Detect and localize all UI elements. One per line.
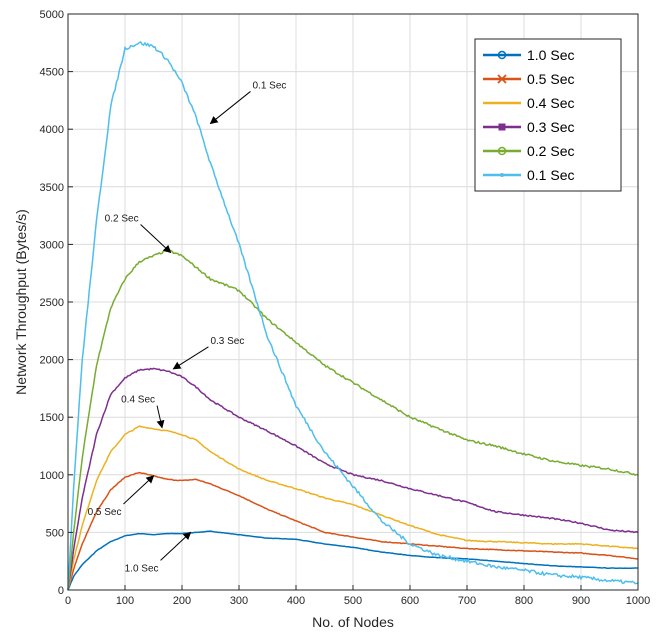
legend-item: 0.5 Sec	[483, 71, 574, 87]
annotation-label: 0.5 Sec	[88, 507, 122, 518]
legend: 1.0 Sec 0.5 Sec 0.4 Sec 0.3 Sec 0.2 Sec 0.1 S…	[474, 38, 622, 192]
series-line	[67, 530, 639, 591]
legend-marker	[497, 50, 507, 60]
grid	[68, 14, 638, 590]
x-axis-label: No. of Nodes	[312, 614, 394, 630]
y-tick-label: 4500	[40, 67, 64, 79]
x-tick-label: 200	[173, 595, 191, 607]
legend-item: 0.1 Sec	[483, 167, 574, 183]
x-tick-label: 600	[401, 595, 419, 607]
annotation-arrow	[172, 346, 209, 370]
x-tick-label: 700	[458, 595, 476, 607]
legend-label: 0.5 Sec	[527, 71, 574, 87]
legend-label: 0.3 Sec	[527, 119, 574, 135]
x-tick-label: 500	[344, 595, 362, 607]
series-lines	[67, 41, 639, 591]
y-tick-label: 2500	[40, 297, 64, 309]
x-tick-label: 0	[65, 595, 71, 607]
x-tick-label: 800	[515, 595, 533, 607]
y-tick-label: 4000	[40, 124, 64, 136]
legend-item: 1.0 Sec	[483, 47, 574, 63]
x-tick-label: 1000	[626, 595, 650, 607]
series-line	[67, 367, 639, 591]
y-tick-label: 500	[46, 527, 64, 539]
annotation-label: 1.0 Sec	[125, 563, 159, 574]
series-line	[67, 471, 638, 591]
legend-box	[474, 38, 622, 192]
x-tick-label: 100	[116, 595, 134, 607]
legend-marker	[498, 123, 506, 131]
x-tick-label: 300	[230, 595, 248, 607]
annotation-label: 0.3 Sec	[210, 336, 244, 347]
y-tick-label: 1000	[40, 470, 64, 482]
annotation-arrow	[209, 91, 251, 125]
legend-item: 0.2 Sec	[483, 143, 574, 159]
annotation-label: 0.2 Sec	[105, 213, 139, 224]
legend-label: 0.2 Sec	[527, 143, 574, 159]
annotations: 0.1 Sec 0.2 Sec 0.3 Sec 0.4 Sec 0.5 Sec 1.0 S…	[88, 80, 287, 574]
tick-labels: 0 100 200 300 400 500 600 700 800 900 1000 0 500 1000…	[40, 9, 651, 607]
y-tick-label: 5000	[40, 9, 64, 21]
y-tick-label: 1500	[40, 412, 64, 424]
series-line	[67, 41, 639, 591]
legend-marker	[497, 146, 507, 156]
y-tick-label: 3500	[40, 182, 64, 194]
legend-item: 0.4 Sec	[483, 95, 574, 111]
legend-label: 0.1 Sec	[527, 167, 574, 183]
series-line	[67, 425, 639, 591]
annotation-arrow	[123, 475, 155, 505]
y-tick-label: 3000	[40, 239, 64, 251]
x-tick-label: 900	[572, 595, 590, 607]
annotation-arrow	[140, 224, 172, 254]
x-tick-label: 400	[287, 595, 305, 607]
y-axis-label: Network Throughput (Bytes/s)	[13, 209, 29, 395]
legend-marker	[497, 74, 507, 84]
legend-marker	[500, 173, 504, 177]
y-tick-label: 2000	[40, 355, 64, 367]
legend-item: 0.3 Sec	[483, 119, 574, 135]
legend-label: 0.4 Sec	[527, 95, 574, 111]
annotation-arrow	[156, 405, 165, 429]
y-tick-label: 0	[58, 585, 64, 597]
legend-label: 1.0 Sec	[527, 47, 574, 63]
annotation-label: 0.4 Sec	[121, 395, 155, 406]
annotation-label: 0.1 Sec	[253, 80, 287, 91]
annotation-arrow	[160, 531, 192, 561]
